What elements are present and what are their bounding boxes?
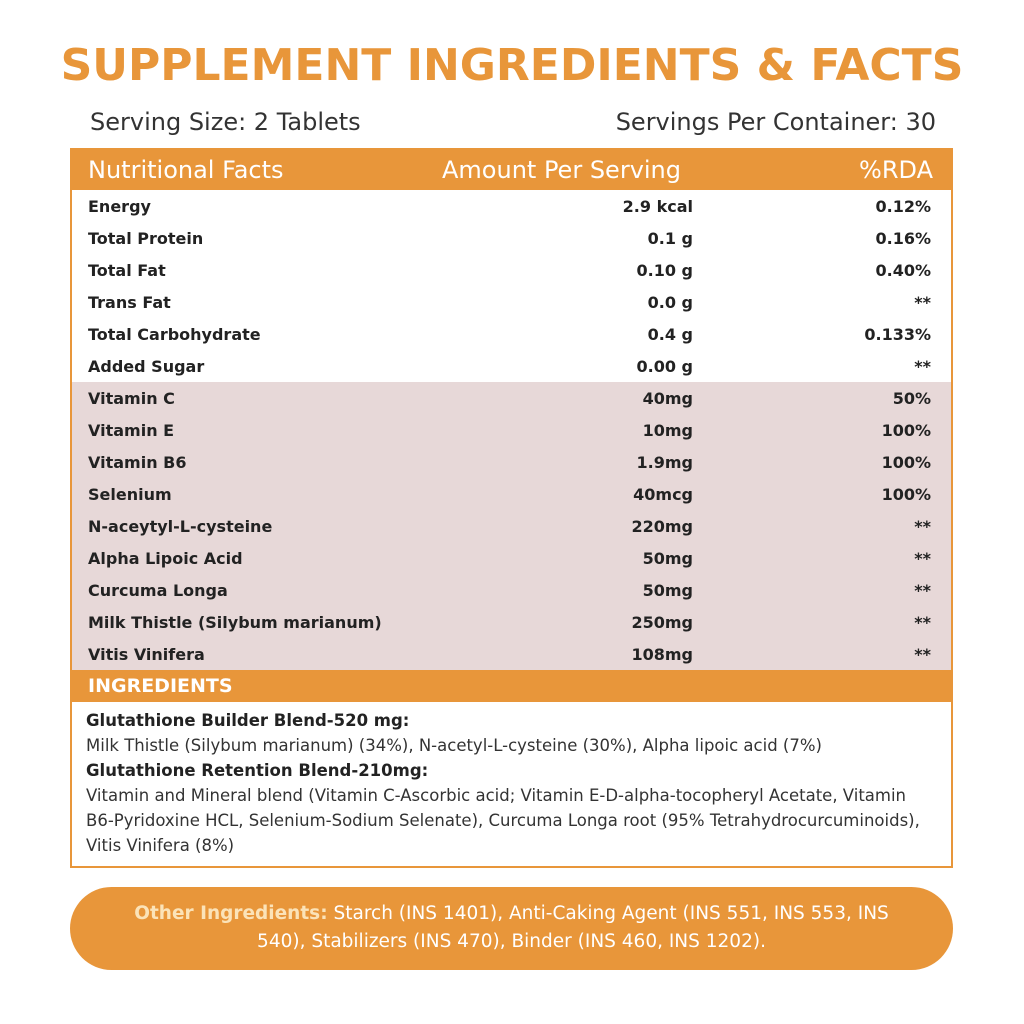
blend-name: Glutathione Builder Blend-520 mg: (86, 711, 410, 730)
nutrient-name: Trans Fat (88, 293, 171, 312)
amount: 1.9mg (636, 453, 693, 472)
nutrient-name: Selenium (88, 485, 172, 504)
rda: 0.16% (875, 229, 931, 248)
ingredients-text: Glutathione Builder Blend-520 mg: Milk Th… (72, 702, 951, 866)
table-row: Total Fat 0.10 g 0.40% (72, 254, 951, 286)
rda: 0.12% (875, 197, 931, 216)
servings-per-container: Servings Per Container: 30 (615, 108, 936, 136)
amount: 0.00 g (636, 357, 694, 376)
table-row: Vitamin C 40mg 50% (72, 382, 951, 414)
table-row: Total Protein 0.1 g 0.16% (72, 222, 951, 254)
amount: 10mg (642, 421, 693, 440)
nutrient-name: Milk Thistle (Silybum marianum) (88, 613, 382, 632)
serving-size: Serving Size: 2 Tablets (90, 108, 361, 136)
blend-name: Glutathione Retention Blend-210mg: (86, 761, 429, 780)
nutrient-name: Energy (88, 197, 151, 216)
amount: 0.0 g (647, 293, 693, 312)
amount: 40mg (642, 389, 693, 408)
rda: ** (914, 645, 931, 664)
table-row: Alpha Lipoic Acid 50mg ** (72, 542, 951, 574)
rda: 100% (881, 453, 931, 472)
amount: 2.9 kcal (622, 197, 693, 216)
table-row: Vitamin E 10mg 100% (72, 414, 951, 446)
amount: 220mg (631, 517, 693, 536)
rda: 0.40% (875, 261, 931, 280)
table-row: Milk Thistle (Silybum marianum) 250mg ** (72, 606, 951, 638)
other-label: Other Ingredients: (134, 903, 328, 924)
table-row: Added Sugar 0.00 g ** (72, 350, 951, 382)
nutrient-name: Vitamin C (88, 389, 175, 408)
rda: ** (914, 549, 931, 568)
amount: 108mg (631, 645, 693, 664)
rda: ** (914, 581, 931, 600)
nutrient-name: Vitamin B6 (88, 453, 187, 472)
table-row: Vitamin B6 1.9mg 100% (72, 446, 951, 478)
rda: ** (914, 357, 931, 376)
table-row: Energy 2.9 kcal 0.12% (72, 190, 951, 222)
column-header: Nutritional Facts (88, 156, 284, 184)
amount: 0.1 g (647, 229, 693, 248)
rda: 50% (892, 389, 931, 408)
amount: 0.10 g (636, 261, 694, 280)
rda: 100% (881, 485, 931, 504)
title: SUPPLEMENT INGREDIENTS & FACTS (60, 40, 964, 91)
blend-title: Glutathione Retention Blend-210mg: (86, 758, 937, 783)
nutrient-name: Alpha Lipoic Acid (88, 549, 243, 568)
table-row: Total Carbohydrate 0.4 g 0.133% (72, 318, 951, 350)
blend-text: Milk Thistle (Silybum marianum) (34%), N… (86, 736, 822, 755)
nutrient-name: Total Carbohydrate (88, 325, 261, 344)
rda: 100% (881, 421, 931, 440)
other-ingredients: Other Ingredients: Starch (INS 1401), An… (70, 887, 953, 970)
other-text: Starch (INS 1401), Anti-Caking Agent (IN… (257, 903, 889, 952)
table-row: Curcuma Longa 50mg ** (72, 574, 951, 606)
rda: ** (914, 517, 931, 536)
column-header: Amount Per Serving (442, 156, 682, 184)
nutrient-name: Curcuma Longa (88, 581, 228, 600)
nutrient-name: Added Sugar (88, 357, 205, 376)
nutrient-name: Total Protein (88, 229, 204, 248)
amount: 40mcg (633, 485, 693, 504)
amount: 250mg (631, 613, 693, 632)
table-body: Energy 2.9 kcal 0.12% Total Protein 0.1 g 0.1… (72, 190, 951, 670)
facts-table: Nutritional Facts Amount Per Serving %RD… (70, 148, 953, 868)
nutrient-name: Total Fat (88, 261, 166, 280)
table-row: N-aceytyl-L-cysteine 220mg ** (72, 510, 951, 542)
ingredients-heading: INGREDIENTS (72, 670, 951, 702)
rda: 0.133% (864, 325, 931, 344)
blend-text: Vitamin and Mineral blend (Vitamin C-Asc… (86, 786, 920, 855)
amount: 0.4 g (647, 325, 693, 344)
blend-title: Glutathione Builder Blend-520 mg: (86, 708, 937, 733)
amount: 50mg (642, 549, 693, 568)
table-header: Nutritional Facts Amount Per Serving %RD… (72, 150, 951, 190)
rda: ** (914, 293, 931, 312)
nutrient-name: N-aceytyl-L-cysteine (88, 517, 273, 536)
nutrient-name: Vitis Vinifera (88, 645, 205, 664)
rda: ** (914, 613, 931, 632)
table-row: Trans Fat 0.0 g ** (72, 286, 951, 318)
nutrient-name: Vitamin E (88, 421, 175, 440)
table-row: Vitis Vinifera 108mg ** (72, 638, 951, 670)
amount: 50mg (642, 581, 693, 600)
column-header: %RDA (859, 156, 933, 184)
table-row: Selenium 40mcg 100% (72, 478, 951, 510)
